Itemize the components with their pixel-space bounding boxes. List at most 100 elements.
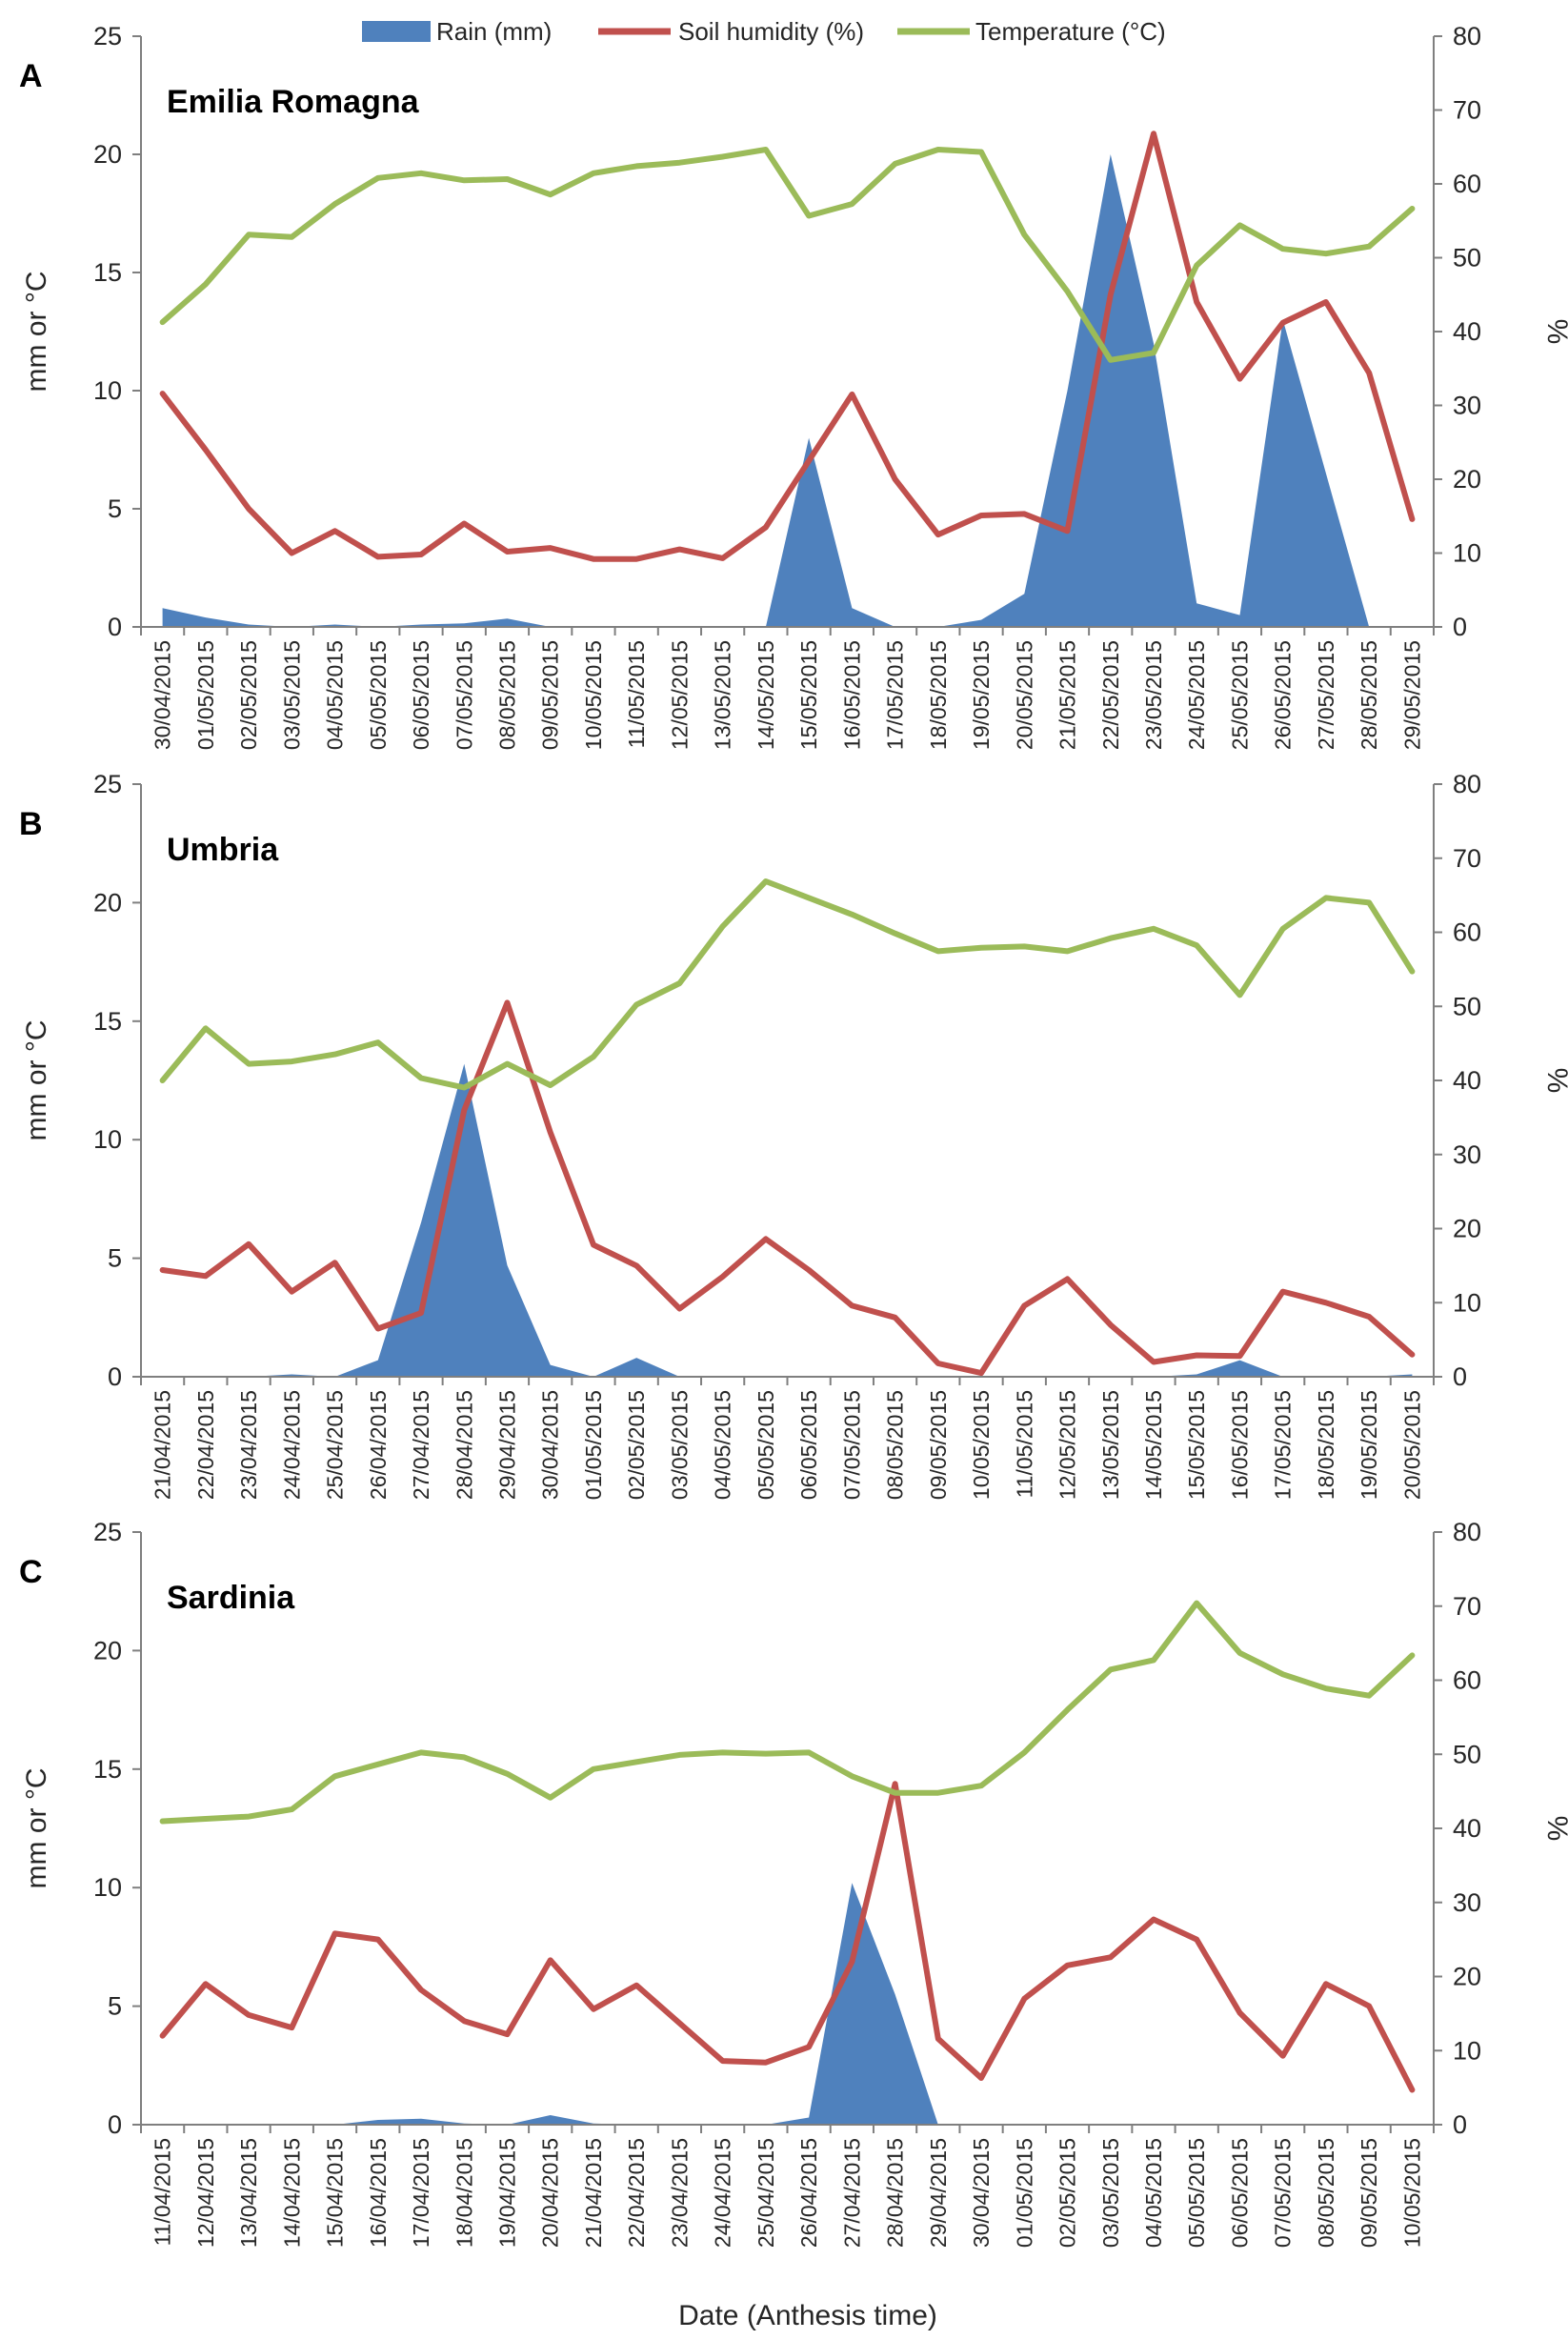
x-tick-label: 24/05/2015 bbox=[1184, 640, 1209, 750]
x-tick-label: 16/05/2015 bbox=[839, 640, 864, 750]
x-tick-label: 30/04/2015 bbox=[151, 640, 175, 750]
region-title: Sardinia bbox=[167, 1580, 295, 1616]
humidity-line bbox=[159, 1781, 1416, 2093]
left-tick-label: 15 bbox=[93, 1755, 122, 1784]
x-tick-label: 30/04/2015 bbox=[969, 2138, 994, 2248]
x-tick-label: 29/04/2015 bbox=[926, 2138, 951, 2248]
panel-c: C Sardinia 0 5 10 15 20 25 0 10 20 30 40 50 60 70 80 11/0… bbox=[19, 1518, 1568, 2248]
x-axis-title: Date (Anthesis time) bbox=[678, 2300, 937, 2331]
temperature-line bbox=[159, 878, 1416, 1091]
x-tick-label: 19/04/2015 bbox=[495, 2138, 520, 2248]
x-tick-label: 14/05/2015 bbox=[1141, 1390, 1166, 1500]
y-axis-left-title: mm or °C bbox=[21, 272, 52, 393]
x-tick-label: 12/04/2015 bbox=[193, 2138, 218, 2248]
right-tick-label: 70 bbox=[1453, 1592, 1481, 1621]
x-tick-label: 26/04/2015 bbox=[796, 2138, 821, 2248]
x-tick-label: 28/04/2015 bbox=[452, 1390, 476, 1500]
x-tick-label: 09/05/2015 bbox=[538, 640, 563, 750]
humidity-line bbox=[159, 131, 1416, 562]
x-tick-label: 20/04/2015 bbox=[538, 2138, 563, 2248]
x-tick-label: 17/04/2015 bbox=[409, 2138, 433, 2248]
x-tick-label: 18/05/2015 bbox=[926, 640, 951, 750]
right-tick-label: 80 bbox=[1453, 770, 1481, 798]
x-tick-label: 15/04/2015 bbox=[323, 2138, 348, 2248]
x-tick-label: 08/05/2015 bbox=[883, 1390, 908, 1500]
x-tick-label: 03/05/2015 bbox=[667, 1390, 692, 1500]
x-tick-label: 08/05/2015 bbox=[1314, 2138, 1338, 2248]
panel-letter: A bbox=[19, 58, 43, 94]
x-tick-label: 03/05/2015 bbox=[279, 640, 304, 750]
x-tick-label: 07/05/2015 bbox=[452, 640, 476, 750]
x-tick-label: 03/05/2015 bbox=[1098, 2138, 1123, 2248]
x-tick-label: 05/05/2015 bbox=[1184, 2138, 1209, 2248]
x-tick-label: 16/05/2015 bbox=[1228, 1390, 1253, 1500]
x-tick-label: 24/04/2015 bbox=[279, 1390, 304, 1500]
right-tick-label: 50 bbox=[1453, 244, 1481, 272]
x-tick-label: 10/05/2015 bbox=[969, 1390, 994, 1500]
right-tick-label: 30 bbox=[1453, 1888, 1481, 1917]
legend-label: Temperature (°C) bbox=[975, 17, 1166, 46]
rain-area bbox=[162, 154, 1370, 627]
x-tick-label: 18/05/2015 bbox=[1314, 1390, 1338, 1500]
y-axis-left-title: mm or °C bbox=[21, 1768, 52, 1889]
left-tick-label: 10 bbox=[93, 1125, 122, 1154]
x-tick-label: 23/04/2015 bbox=[236, 1390, 261, 1500]
x-tick-label: 12/05/2015 bbox=[1055, 1390, 1080, 1500]
right-tick-label: 40 bbox=[1453, 1814, 1481, 1843]
left-tick-label: 20 bbox=[93, 140, 122, 169]
x-tick-label: 15/05/2015 bbox=[796, 640, 821, 750]
right-tick-label: 70 bbox=[1453, 96, 1481, 125]
x-tick-label: 06/05/2015 bbox=[796, 1390, 821, 1500]
x-tick-label: 25/05/2015 bbox=[1228, 640, 1253, 750]
rain-area bbox=[162, 1883, 938, 2125]
x-tick-label: 10/05/2015 bbox=[1399, 2138, 1424, 2248]
x-tick-label: 25/04/2015 bbox=[754, 2138, 778, 2248]
left-tick-label: 25 bbox=[93, 1518, 122, 1546]
x-tick-label: 29/05/2015 bbox=[1399, 640, 1424, 750]
right-tick-label: 0 bbox=[1453, 2110, 1467, 2139]
x-tick-label: 26/04/2015 bbox=[366, 1390, 391, 1500]
x-tick-label: 14/04/2015 bbox=[279, 2138, 304, 2248]
x-tick-label: 20/05/2015 bbox=[1012, 640, 1036, 750]
right-tick-label: 40 bbox=[1453, 317, 1481, 346]
x-tick-label: 29/04/2015 bbox=[495, 1390, 520, 1500]
right-tick-label: 0 bbox=[1453, 613, 1467, 641]
x-tick-label: 06/05/2015 bbox=[409, 640, 433, 750]
right-tick-label: 0 bbox=[1453, 1362, 1467, 1391]
right-tick-label: 50 bbox=[1453, 1740, 1481, 1768]
x-tick-label: 05/05/2015 bbox=[754, 1390, 778, 1500]
x-tick-label: 09/05/2015 bbox=[1357, 2138, 1381, 2248]
right-tick-label: 80 bbox=[1453, 22, 1481, 50]
left-tick-label: 10 bbox=[93, 376, 122, 405]
right-tick-label: 20 bbox=[1453, 465, 1481, 494]
panel-letter: C bbox=[19, 1554, 43, 1590]
y-axis-right-title: % bbox=[1541, 1068, 1568, 1094]
left-tick-label: 5 bbox=[108, 494, 122, 523]
legend-label: Rain (mm) bbox=[436, 17, 552, 46]
x-tick-label: 07/05/2015 bbox=[839, 1390, 864, 1500]
left-tick-label: 0 bbox=[108, 2110, 122, 2139]
x-tick-label: 27/04/2015 bbox=[839, 2138, 864, 2248]
x-tick-label: 11/05/2015 bbox=[1012, 1390, 1036, 1498]
x-tick-label: 23/05/2015 bbox=[1141, 640, 1166, 750]
x-tick-label: 22/04/2015 bbox=[193, 1390, 218, 1500]
x-tick-label: 16/04/2015 bbox=[366, 2138, 391, 2248]
x-tick-label: 28/04/2015 bbox=[883, 2138, 908, 2248]
x-tick-label: 04/05/2015 bbox=[323, 640, 348, 750]
x-tick-label: 22/04/2015 bbox=[624, 2138, 649, 2248]
x-tick-label: 07/05/2015 bbox=[1271, 2138, 1296, 2248]
x-tick-label: 15/05/2015 bbox=[1184, 1390, 1209, 1500]
x-tick-label: 04/05/2015 bbox=[711, 1390, 735, 1500]
right-tick-label: 20 bbox=[1453, 1215, 1481, 1243]
x-tick-label: 17/05/2015 bbox=[883, 640, 908, 750]
x-tick-label: 02/05/2015 bbox=[1055, 2138, 1080, 2248]
right-tick-label: 30 bbox=[1453, 1140, 1481, 1169]
x-tick-label: 04/05/2015 bbox=[1141, 2138, 1166, 2248]
left-tick-label: 0 bbox=[108, 613, 122, 641]
right-tick-label: 50 bbox=[1453, 992, 1481, 1020]
right-tick-label: 70 bbox=[1453, 844, 1481, 873]
y-axis-left-title: mm or °C bbox=[21, 1020, 52, 1141]
x-tick-label: 19/05/2015 bbox=[1357, 1390, 1381, 1500]
